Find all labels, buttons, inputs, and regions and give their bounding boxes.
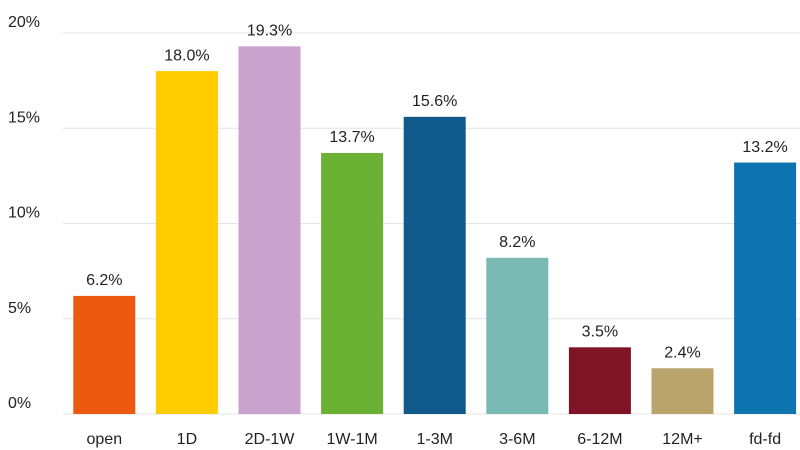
x-tick-label: 1-3M	[416, 431, 452, 448]
bar	[486, 257, 549, 414]
x-tick-label: 1D	[177, 431, 197, 448]
y-tick-label: 15%	[8, 109, 40, 126]
value-label: 13.2%	[742, 139, 787, 156]
x-tick-label: 1W-1M	[326, 431, 377, 448]
y-tick-label: 20%	[8, 14, 40, 31]
bar	[155, 71, 218, 414]
x-tick-label: 6-12M	[577, 431, 622, 448]
value-label: 19.3%	[247, 23, 292, 40]
y-tick-label: 0%	[8, 395, 31, 412]
bar	[651, 368, 714, 414]
x-tick-label: 12M+	[662, 431, 702, 448]
bar	[321, 153, 384, 414]
bar	[403, 116, 466, 414]
x-tick-label: 2D-1W	[245, 431, 296, 448]
x-tick-label: open	[87, 431, 123, 448]
value-label: 3.5%	[582, 324, 618, 341]
bar	[73, 295, 136, 414]
bar	[734, 162, 797, 414]
value-label: 2.4%	[664, 344, 700, 361]
bar	[568, 347, 631, 414]
y-tick-label: 5%	[8, 300, 31, 317]
y-tick-label: 10%	[8, 205, 40, 222]
value-label: 13.7%	[329, 129, 374, 146]
x-tick-label: 3-6M	[499, 431, 535, 448]
value-label: 8.2%	[499, 234, 535, 251]
value-label: 18.0%	[164, 47, 209, 64]
bar	[238, 46, 301, 415]
value-label: 15.6%	[412, 93, 457, 110]
value-label: 6.2%	[86, 272, 122, 289]
x-tick-label: fd-fd	[749, 431, 781, 448]
